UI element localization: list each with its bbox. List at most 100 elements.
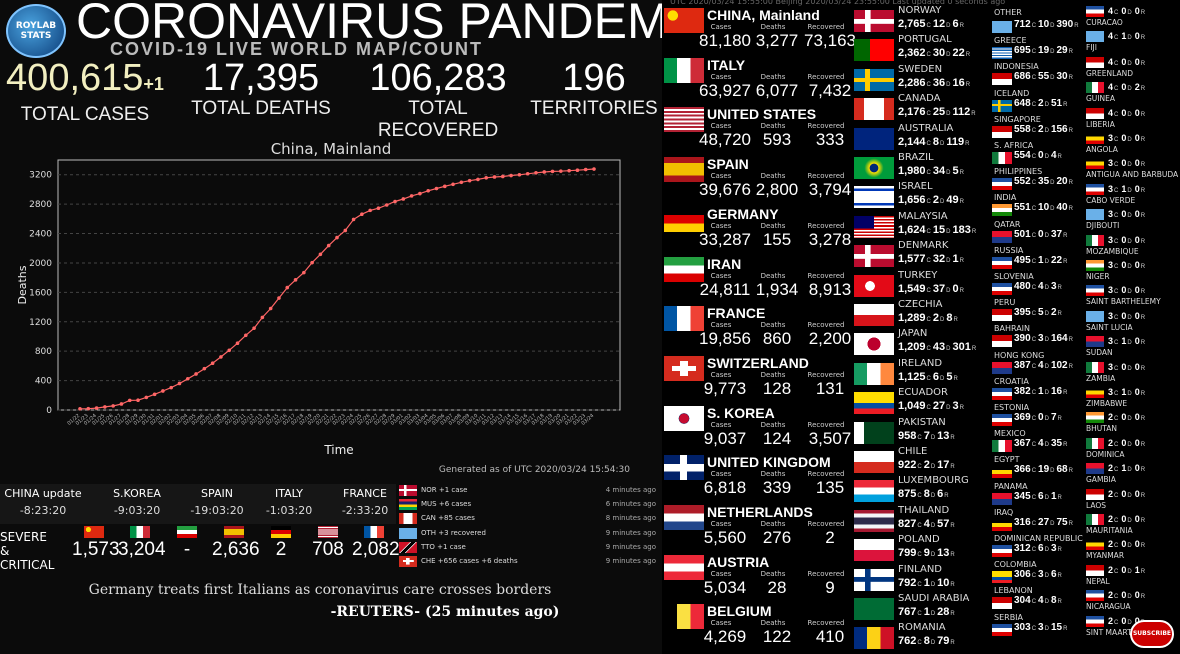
- country-row[interactable]: JAPAN 1,209C 43D 301R: [854, 328, 994, 359]
- country-row[interactable]: TURKEY 1,549C 37D 0R: [854, 270, 994, 301]
- country-row[interactable]: NETHERLANDS Cases 5,560 Deaths 276 Recovered 2: [662, 499, 852, 549]
- country-row[interactable]: CHILE 922C 2D 17R: [854, 446, 994, 477]
- deaths-value: 0: [1121, 260, 1127, 270]
- country-row[interactable]: 4C 0D 2R GUINEA: [1086, 80, 1180, 106]
- country-row[interactable]: 648C 2D 51R ICELAND: [992, 89, 1067, 125]
- country-row[interactable]: 2C 0D 0R LAOS: [1086, 487, 1180, 513]
- country-row[interactable]: 4C 0D 0R GREENLAND: [1086, 55, 1180, 81]
- cases-value: 1,624: [898, 223, 926, 236]
- country-row[interactable]: 312C 6D 3R DOMINICAN REPUBLIC: [992, 534, 1083, 570]
- country-row[interactable]: 3C 0D 0R NIGER: [1086, 258, 1180, 284]
- country-row[interactable]: 4C 1D 0R FIJI: [1086, 29, 1180, 55]
- country-row[interactable]: CHINA, Mainland Cases 81,180 Deaths 3,277 Rec…: [662, 2, 856, 52]
- country-row[interactable]: 3C 0D 0R ANTIGUA AND BARBUDA: [1086, 156, 1180, 182]
- country-row[interactable]: FRANCE Cases 19,856 Deaths 860 Recovered 2,200: [662, 300, 852, 350]
- country-row[interactable]: 3C 0D 0R MOZAMBIQUE: [1086, 233, 1180, 259]
- country-row[interactable]: 345C 6D 1R PANAMA: [992, 482, 1062, 518]
- subscribe-button[interactable]: SUBSCRIBE: [1130, 620, 1174, 648]
- country-row[interactable]: PAKISTAN 958C 7D 13R: [854, 417, 994, 448]
- country-row[interactable]: IRELAND 1,125C 6D 5R: [854, 358, 994, 389]
- country-row[interactable]: 2C 1D 0R GAMBIA: [1086, 461, 1180, 487]
- country-row[interactable]: 390C 3D 164R BAHRAIN: [992, 324, 1073, 360]
- country-row[interactable]: BELGIUM Cases 4,269 Deaths 122 Recovered 410: [662, 598, 852, 648]
- country-row[interactable]: 552C 35D 20R PHILIPPINES: [992, 167, 1073, 203]
- country-row[interactable]: IRAN Cases 24,811 Deaths 1,934 Recovered 8,913: [662, 251, 852, 301]
- country-row[interactable]: PORTUGAL 2,362C 30D 22R: [854, 34, 994, 65]
- recovered-unit: R: [950, 522, 955, 529]
- country-row[interactable]: CZECHIA 1,289C 2D 8R: [854, 299, 994, 330]
- country-row[interactable]: 3C 0D 0R ZAMBIA: [1086, 360, 1180, 386]
- country-row[interactable]: 695C 19D 29R GREECE: [992, 36, 1073, 72]
- country-row[interactable]: 3C 0D 0R SAINT BARTHELEMY: [1086, 283, 1180, 309]
- country-name: GUINEA: [1086, 94, 1115, 104]
- country-row[interactable]: BRAZIL 1,980C 34D 5R: [854, 152, 994, 183]
- country-name: GREECE: [994, 36, 1027, 46]
- country-row[interactable]: 686C 55D 30R INDONESIA: [992, 62, 1073, 98]
- data-point: [86, 406, 91, 411]
- country-row[interactable]: 387C 4D 102R HONG KONG: [992, 351, 1073, 387]
- country-row[interactable]: 4C 0D 0R LIBERIA: [1086, 106, 1180, 132]
- country-row[interactable]: 712C 10D 390R OTHER: [992, 8, 1079, 46]
- country-row[interactable]: FINLAND 792C 1D 10R: [854, 564, 994, 595]
- country-row[interactable]: 501C 0D 37R QATAR: [992, 220, 1067, 256]
- country-row[interactable]: CANADA 2,176C 25D 112R: [854, 93, 994, 124]
- country-row[interactable]: 366C 19D 68R EGYPT: [992, 455, 1073, 491]
- country-row[interactable]: 2C 0D 0R MAURITANIA: [1086, 512, 1180, 538]
- country-row[interactable]: SWEDEN 2,286C 36D 16R: [854, 64, 994, 95]
- country-row[interactable]: 3C 1D 0R CABO VERDE: [1086, 182, 1180, 208]
- country-row[interactable]: 3C 0D 0R ANGOLA: [1086, 131, 1180, 157]
- country-row[interactable]: SAUDI ARABIA 767C 1D 28R: [854, 593, 994, 624]
- country-row[interactable]: THAILAND 827C 4D 57R: [854, 505, 994, 536]
- country-row[interactable]: POLAND 799C 9D 13R: [854, 534, 994, 565]
- country-row[interactable]: 3C 1D 0R ZIMBABWE: [1086, 385, 1180, 411]
- country-row[interactable]: ITALY Cases 63,927 Deaths 6,077 Recovered 7,43…: [662, 52, 852, 102]
- country-row[interactable]: 2C 0D 0R BHUTAN: [1086, 410, 1180, 436]
- country-row[interactable]: GERMANY Cases 33,287 Deaths 155 Recovered 3,27…: [662, 201, 852, 251]
- country-row[interactable]: NORWAY 2,765C 12D 6R: [854, 5, 994, 36]
- cases-unit: C: [1031, 127, 1037, 134]
- country-row[interactable]: SPAIN Cases 39,676 Deaths 2,800 Recovered 3,79…: [662, 151, 852, 201]
- country-row[interactable]: 382C 1D 16R CROATIA: [992, 377, 1067, 413]
- country-row[interactable]: 3C 1D 0R SUDAN: [1086, 334, 1180, 360]
- country-row[interactable]: AUSTRIA Cases 5,034 Deaths 28 Recovered 9: [662, 549, 852, 599]
- country-row[interactable]: ECUADOR 1,049C 27D 3R: [854, 387, 994, 418]
- country-row[interactable]: 2C 0D 0R NICARAGUA: [1086, 588, 1180, 614]
- country-row[interactable]: 495C 1D 22R RUSSIA: [992, 246, 1067, 282]
- country-row[interactable]: UNITED KINGDOM Cases 6,818 Deaths 339 Recover…: [662, 449, 852, 499]
- country-row[interactable]: 4C 0D 0R CURACAO: [1086, 4, 1180, 30]
- country-row[interactable]: MALAYSIA 1,624C 15D 183R: [854, 211, 994, 242]
- country-row[interactable]: ROMANIA 762C 8D 79R: [854, 622, 994, 653]
- country-row[interactable]: 303C 3D 15R SERBIA: [992, 613, 1067, 649]
- deaths-value: 43: [932, 341, 946, 354]
- country-row[interactable]: 554C 0D 4R S. AFRICA: [992, 141, 1062, 177]
- country-row[interactable]: DENMARK 1,577C 32D 1R: [854, 240, 994, 271]
- country-name: UNITED STATES: [707, 106, 817, 123]
- country-name: INDIA: [994, 193, 1017, 203]
- country-row[interactable]: 304C 4D 8R LEBANON: [992, 586, 1062, 622]
- country-row[interactable]: UNITED STATES Cases 48,720 Deaths 593 Recover…: [662, 101, 852, 151]
- country-row[interactable]: 551C 10D 40R INDIA: [992, 193, 1073, 229]
- country-row[interactable]: 395C 5D 2R PERU: [992, 298, 1062, 334]
- country-row[interactable]: 367C 4D 35R MEXICO: [992, 429, 1067, 465]
- country-row[interactable]: 3C 0D 0R DJIBOUTI: [1086, 207, 1180, 233]
- pakistan-flag-icon: [854, 421, 894, 444]
- country-row[interactable]: 2C 0D 0R MYANMAR: [1086, 537, 1180, 563]
- country-row[interactable]: LUXEMBOURG 875C 8D 6R: [854, 475, 994, 506]
- country-row[interactable]: 480C 4D 3R SLOVENIA: [992, 272, 1062, 308]
- country-row[interactable]: S. KOREA Cases 9,037 Deaths 124 Recovered 3,50…: [662, 400, 852, 450]
- country-row[interactable]: ISRAEL 1,656C 2D 49R: [854, 181, 994, 212]
- recovered-unit: R: [1140, 289, 1146, 296]
- country-row[interactable]: SWITZERLAND Cases 9,773 Deaths 128 Recovered 1…: [662, 350, 852, 400]
- news-headline[interactable]: Germany treats first Italians as coronav…: [88, 582, 552, 598]
- deaths-unit: D: [1044, 416, 1049, 422]
- country-row[interactable]: 2C 0D 1R NEPAL: [1086, 563, 1180, 589]
- country-row[interactable]: 3C 0D 0R SAINT LUCIA: [1086, 309, 1180, 335]
- country-row[interactable]: 316C 27D 75R IRAQ: [992, 508, 1073, 544]
- country-row[interactable]: 558C 2D 156R SINGAPORE: [992, 115, 1073, 151]
- country-row[interactable]: 306C 3D 6R COLOMBIA: [992, 560, 1062, 596]
- country-row[interactable]: 2C 0D 0R DOMINICA: [1086, 436, 1180, 462]
- cases-value: 3: [1108, 361, 1114, 372]
- country-row[interactable]: 369C 0D 7R ESTONIA: [992, 403, 1062, 439]
- country-values: 387C 4D 102R: [1014, 360, 1075, 371]
- country-row[interactable]: AUSTRALIA 2,144C 8D 119R: [854, 123, 994, 154]
